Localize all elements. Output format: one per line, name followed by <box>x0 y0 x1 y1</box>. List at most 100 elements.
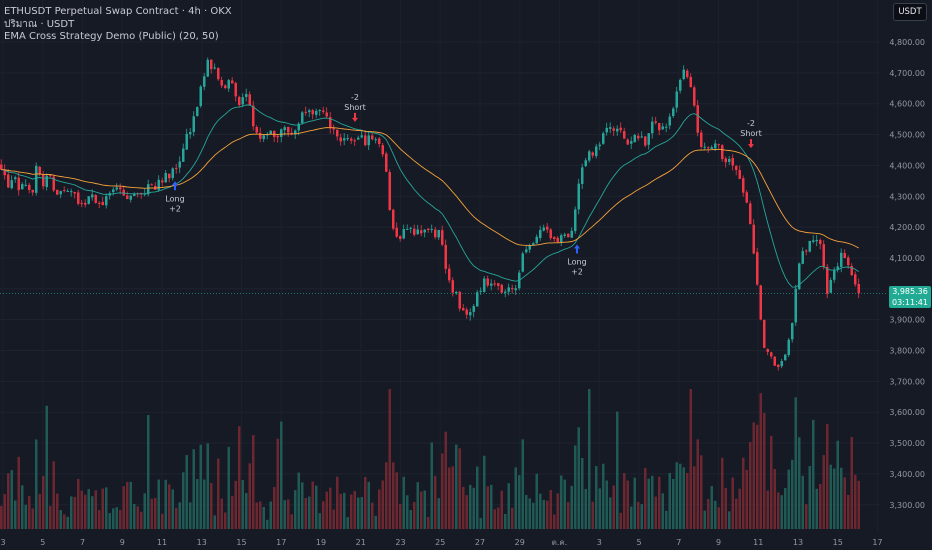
volume-bar <box>630 506 633 529</box>
candle-body <box>238 97 241 105</box>
candle-body <box>490 283 493 286</box>
candle-body <box>612 128 615 131</box>
strategy-label[interactable]: EMA Cross Strategy Demo (Public) (20, 50… <box>4 31 219 42</box>
volume-bar <box>206 443 209 529</box>
candle-body <box>129 195 132 200</box>
candle-body <box>3 169 6 176</box>
volume-bar <box>777 492 780 529</box>
candle-body <box>679 79 682 91</box>
volume-bar <box>210 483 213 529</box>
candle-body <box>101 201 104 206</box>
volume-bar <box>175 507 178 529</box>
volume-bar <box>262 507 265 529</box>
candle-body <box>787 339 790 355</box>
candle-body <box>14 177 17 180</box>
volume-bar <box>147 415 150 529</box>
candle-body <box>483 278 486 292</box>
signal-qty: +2 <box>169 204 181 213</box>
volume-indicator-label[interactable]: ปริมาณ · USDT <box>4 18 75 30</box>
y-tick-label: 4,300.00 <box>889 192 925 201</box>
candle-body <box>168 173 171 179</box>
volume-bar <box>119 509 122 529</box>
candle-body <box>462 308 465 311</box>
volume-bar <box>161 513 164 529</box>
volume-bar <box>357 497 360 529</box>
candle-body <box>332 128 335 130</box>
volume-bar <box>234 480 237 529</box>
volume-bar <box>276 438 279 529</box>
x-tick-label: 7 <box>80 538 85 547</box>
x-tick-label: 3 <box>597 538 602 547</box>
candle-body <box>588 151 591 161</box>
candle-body <box>66 190 69 192</box>
candle-body <box>437 229 440 238</box>
candle-body <box>847 257 850 266</box>
volume-bar <box>297 472 300 529</box>
candle-body <box>595 146 598 157</box>
x-tick-label: 3 <box>0 538 5 547</box>
volume-bar <box>189 502 192 529</box>
time-axis[interactable]: 3 5 7 9 11 13 15 17 19 21 23 25 27 29 ต.ค. 3 5 7 9 11 13 15 17 <box>0 538 882 547</box>
candle-body <box>329 117 332 129</box>
candle-body <box>605 127 608 133</box>
volume-bar <box>836 440 839 529</box>
candle-body <box>850 266 853 276</box>
symbol-title[interactable]: ETHUSDT Perpetual Swap Contract · 4h · O… <box>4 6 232 17</box>
volume-bar <box>395 472 398 529</box>
volume-bar <box>731 477 734 529</box>
candle-body <box>857 284 860 294</box>
volume-bar <box>444 431 447 529</box>
volume-bar <box>199 444 202 529</box>
volume-bar <box>322 501 325 529</box>
candle-body <box>105 196 108 206</box>
candle-body <box>357 137 360 140</box>
volume-bar <box>364 476 367 529</box>
candle-body <box>395 227 398 237</box>
candle-body <box>147 184 150 195</box>
candle-body <box>266 134 269 136</box>
x-tick-label: 17 <box>872 538 882 547</box>
volume-bar <box>528 498 531 529</box>
volume-bar <box>350 494 353 529</box>
x-tick-label: 17 <box>276 538 286 547</box>
volume-bar <box>840 467 843 529</box>
volume-bar <box>182 472 185 529</box>
volume-bar <box>98 510 101 529</box>
volume-bar <box>336 476 339 529</box>
candle-body <box>504 291 507 293</box>
candle-body <box>567 233 570 238</box>
volume-bar <box>668 472 671 529</box>
x-tick-label: 5 <box>40 538 45 547</box>
x-tick-label: 11 <box>753 538 763 547</box>
volume-bar <box>784 488 787 529</box>
candle-body <box>619 127 622 131</box>
volume-bar <box>497 507 500 529</box>
candle-body <box>24 184 27 186</box>
volume-bar <box>602 463 605 529</box>
candle-body <box>623 131 626 139</box>
volume-bar <box>735 498 738 529</box>
candle-body <box>609 127 612 129</box>
volume-bar <box>770 435 773 529</box>
volume-bar <box>406 495 409 529</box>
volume-bar <box>703 510 706 529</box>
volume-bar <box>455 444 458 529</box>
candle-body <box>665 126 668 128</box>
currency-button[interactable]: USDT <box>893 3 927 21</box>
signal-text: Long <box>567 258 586 267</box>
candle-body <box>392 209 395 229</box>
candle-body <box>350 138 353 141</box>
volume-bar <box>469 484 472 529</box>
candle-body <box>441 230 444 245</box>
volume-bar <box>192 449 195 529</box>
candle-body <box>381 145 384 155</box>
candle-body <box>749 203 752 225</box>
price-axis[interactable]: 4,800.00 4,700.00 4,600.00 4,500.00 4,400.00… <box>889 38 925 510</box>
candle-body <box>185 133 188 150</box>
volume-bar <box>787 469 790 529</box>
candle-body <box>276 135 279 138</box>
candle-body <box>626 139 629 145</box>
volume-bar <box>647 478 650 529</box>
volume-bar <box>339 493 342 529</box>
